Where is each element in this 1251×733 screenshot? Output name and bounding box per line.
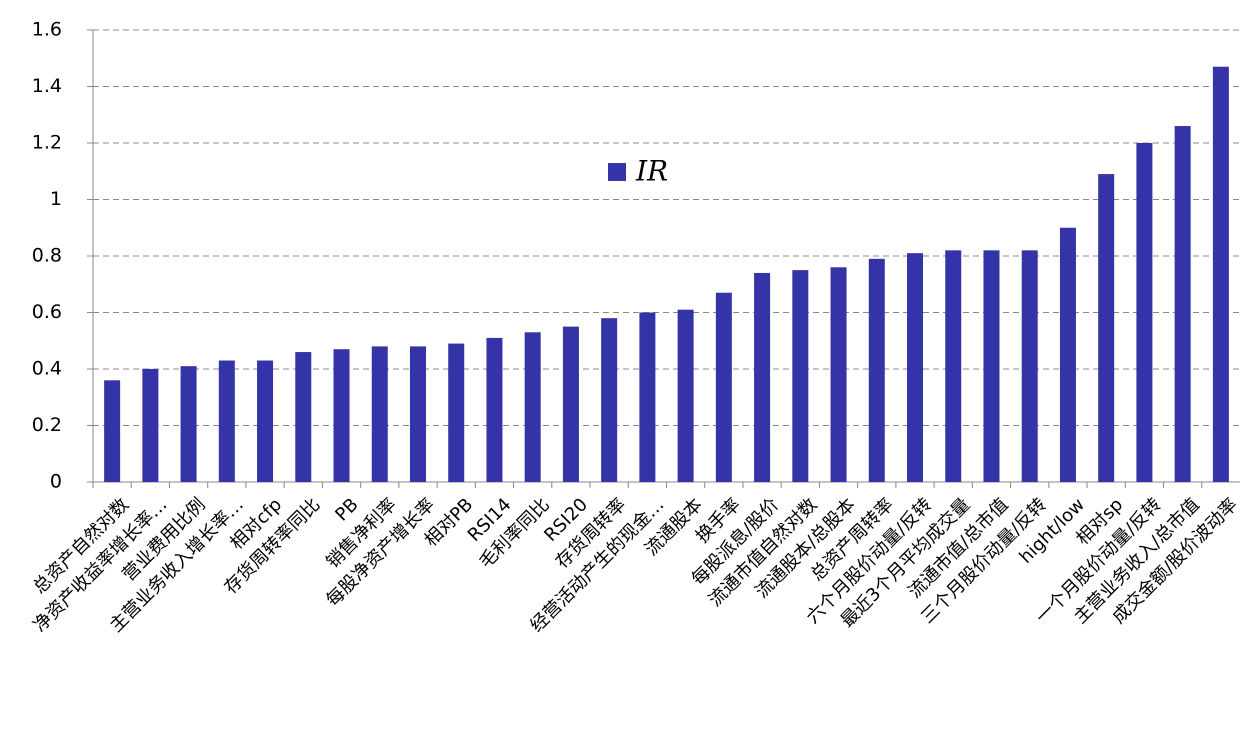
- bar: [639, 312, 656, 482]
- legend-label: IR: [635, 155, 668, 188]
- y-tick-label: 1.2: [32, 132, 62, 154]
- bar: [601, 318, 618, 482]
- y-tick-label: 0.6: [32, 301, 62, 323]
- bar: [677, 309, 694, 482]
- bar: [180, 366, 197, 482]
- y-tick-label: 0.8: [32, 245, 62, 267]
- bar: [333, 349, 350, 482]
- bar: [1212, 66, 1229, 482]
- bar: [486, 337, 503, 482]
- bar: [907, 253, 924, 482]
- bar: [1059, 227, 1076, 482]
- bar: [792, 270, 809, 482]
- bar: [945, 250, 962, 482]
- bar: [524, 332, 541, 482]
- bar: [142, 369, 159, 482]
- y-tick-label: 0.2: [32, 414, 62, 436]
- bar: [409, 346, 426, 482]
- bar: [830, 267, 847, 482]
- y-tick-label: 0: [50, 471, 62, 493]
- y-tick-label: 1: [50, 188, 62, 210]
- x-tick-label: PB: [331, 494, 362, 525]
- bar: [562, 326, 579, 482]
- bar: [448, 343, 465, 482]
- bar: [715, 292, 732, 482]
- bar: [754, 272, 771, 482]
- bar: [257, 360, 274, 482]
- y-tick-label: 1.4: [32, 75, 62, 97]
- bar: [1021, 250, 1038, 482]
- y-tick-label: 1.6: [32, 19, 62, 41]
- bar: [1174, 126, 1191, 483]
- bar: [868, 258, 885, 482]
- bar: [295, 352, 312, 482]
- bar: [1136, 143, 1153, 482]
- bar: [218, 360, 235, 482]
- legend-swatch: [608, 163, 626, 181]
- bar: [1098, 174, 1115, 482]
- bar: [104, 380, 121, 482]
- bar: [371, 346, 388, 482]
- y-tick-label: 0.4: [32, 358, 62, 380]
- bar: [983, 250, 1000, 482]
